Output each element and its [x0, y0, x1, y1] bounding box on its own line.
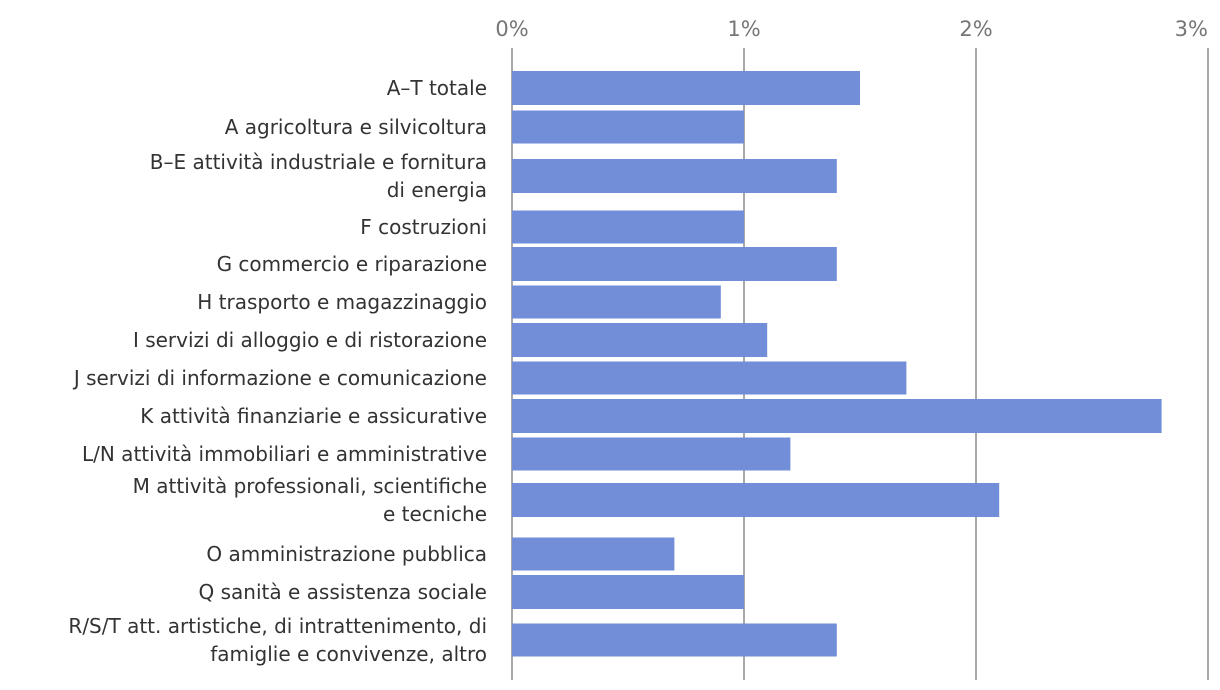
- category-label: K attività finanziarie e assicurative: [140, 404, 487, 428]
- x-tick-label: 1%: [727, 17, 760, 41]
- bar: [512, 71, 860, 105]
- category-label: L/N attività immobiliari e amministrativ…: [82, 442, 487, 466]
- bar: [512, 247, 837, 281]
- category-label-line: Q sanità e assistenza sociale: [199, 580, 487, 604]
- category-label-line: R/S/T att. artistiche, di intratteniment…: [68, 614, 487, 638]
- category-label: M attività professionali, scientifiche e …: [133, 474, 487, 526]
- category-label-line: di energia: [387, 178, 487, 202]
- category-label-line: A–T totale: [387, 76, 487, 100]
- bar: [512, 483, 1000, 517]
- bar: [512, 361, 907, 395]
- category-label: A–T totale: [387, 76, 487, 100]
- category-label: H trasporto e magazzinaggio: [197, 290, 487, 314]
- x-tick-label: 3%: [1175, 17, 1208, 41]
- category-label: Q sanità e assistenza sociale: [199, 580, 487, 604]
- category-labels: A–T totale A agricoltura e silvicoltura B–…: [68, 76, 487, 666]
- bar: [512, 537, 675, 571]
- bar: [512, 623, 837, 657]
- category-label: J servizi di informazione e comunicazion…: [72, 366, 487, 390]
- category-label: O amministrazione pubblica: [206, 542, 487, 566]
- category-label-line: J servizi di informazione e comunicazion…: [72, 366, 487, 390]
- category-label-line: B–E attività industriale e fornitura: [150, 150, 487, 174]
- category-label: F costruzioni: [360, 215, 487, 239]
- category-label: G commercio e riparazione: [217, 252, 487, 276]
- bar: [512, 285, 721, 319]
- bars: [512, 71, 1162, 657]
- x-tick-label: 0%: [495, 17, 528, 41]
- bar: [512, 575, 744, 609]
- category-label: A agricoltura e silvicoltura: [225, 115, 487, 139]
- category-label-line: e tecniche: [383, 502, 487, 526]
- category-label: B–E attività industriale e fornitura di e…: [150, 150, 487, 202]
- category-label: R/S/T att. artistiche, di intratteniment…: [68, 614, 487, 666]
- bar: [512, 110, 744, 144]
- category-label-line: L/N attività immobiliari e amministrativ…: [82, 442, 487, 466]
- bar: [512, 159, 837, 193]
- category-label: I servizi di alloggio e di ristorazione: [133, 328, 487, 352]
- x-tick-label: 2%: [959, 17, 992, 41]
- category-label-line: G commercio e riparazione: [217, 252, 487, 276]
- bar: [512, 210, 744, 244]
- category-label-line: H trasporto e magazzinaggio: [197, 290, 487, 314]
- category-label-line: O amministrazione pubblica: [206, 542, 487, 566]
- bar: [512, 399, 1162, 433]
- category-label-line: K attività finanziarie e assicurative: [140, 404, 487, 428]
- category-label-line: F costruzioni: [360, 215, 487, 239]
- category-label-line: A agricoltura e silvicoltura: [225, 115, 487, 139]
- category-label-line: famiglie e convivenze, altro: [210, 642, 487, 666]
- category-label-line: I servizi di alloggio e di ristorazione: [133, 328, 487, 352]
- category-label-line: M attività professionali, scientifiche: [133, 474, 487, 498]
- bar: [512, 323, 768, 357]
- bar: [512, 437, 791, 471]
- x-axis-ticks: 0% 1% 2% 3%: [495, 17, 1208, 41]
